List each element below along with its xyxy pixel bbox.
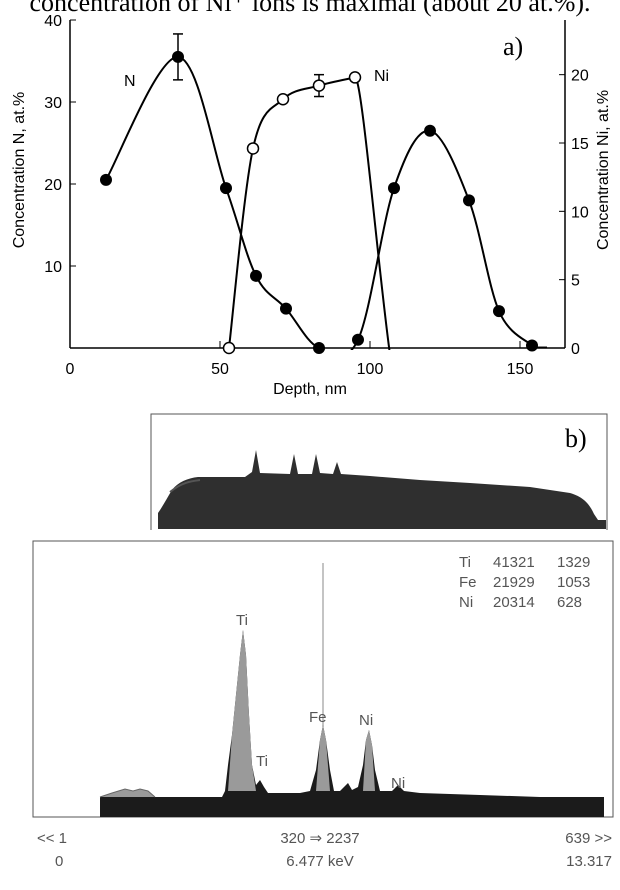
element-count-table: Ti 41321 1329 Fe 21929 1053 Ni 20314 628 — [459, 554, 590, 611]
peak-label-ti-2: Ti — [256, 753, 268, 770]
data-point-ni — [312, 79, 326, 92]
axis-center-top: 320 ⇒ 2237 — [280, 830, 359, 847]
table-cell: 1053 — [557, 574, 590, 591]
y-left-tick-label: 10 — [44, 259, 62, 276]
table-cell: 1329 — [557, 554, 590, 571]
axis-center-bottom: 6.477 keV — [286, 853, 354, 870]
data-point-n — [352, 333, 364, 346]
peak-label-ni-1: Ni — [359, 712, 373, 729]
axis-left-bottom: 0 — [55, 853, 63, 870]
data-point-n — [493, 305, 505, 318]
series-line-n — [105, 55, 533, 350]
x-axis-label: Depth, nm — [273, 381, 347, 398]
table-cell: 41321 — [493, 554, 535, 571]
table-cell: 20314 — [493, 594, 535, 611]
y-right-tick-label: 0 — [571, 341, 580, 358]
data-point-ni — [276, 93, 290, 106]
data-point-n — [424, 124, 436, 137]
edx-spectrum: Ti Ti Fe Ni Ni Ti 41321 1329 Fe 21929 10… — [32, 540, 614, 870]
table-cell: Fe — [459, 574, 477, 591]
depth-profile-chart: 0 50 100 150 10 20 30 40 0 5 10 15 20 a) N Ni Depth,… — [11, 13, 612, 398]
data-point-n — [463, 194, 475, 207]
data-point-ni — [348, 71, 362, 84]
panel-label-a: a) — [503, 32, 523, 61]
data-point-n — [388, 182, 400, 195]
table-cell: 628 — [557, 594, 582, 611]
data-point-n — [172, 50, 184, 63]
table-cell: Ni — [459, 594, 473, 611]
y-right-tick-label: 15 — [571, 136, 589, 153]
data-point-n — [250, 269, 262, 282]
panel-label-b: b) — [565, 424, 587, 453]
series-label-ni: Ni — [374, 68, 389, 85]
data-point-ni — [222, 341, 236, 355]
y-axis-label-left: Concentration N, at.% — [11, 92, 28, 249]
y-left-tick-label: 30 — [44, 95, 62, 112]
x-tick-label: 150 — [507, 361, 534, 378]
y-left-tick-label: 40 — [44, 13, 62, 30]
axis-right-bottom: 13.317 — [566, 853, 612, 870]
peak-label-fe: Fe — [309, 709, 327, 726]
peak-label-ti-1: Ti — [236, 612, 248, 629]
table-cell: 21929 — [493, 574, 535, 591]
y-right-tick-label: 5 — [571, 273, 580, 290]
y-left-tick-label: 20 — [44, 177, 62, 194]
peak-label-ni-2: Ni — [391, 775, 405, 792]
x-tick-label: 100 — [357, 361, 384, 378]
y-axis-label-right: Concentration Ni, at.% — [595, 90, 612, 250]
data-point-n — [313, 342, 325, 354]
depth-profile-strip: b) — [150, 413, 608, 530]
data-point-n — [100, 173, 112, 186]
axis-right-top: 639 >> — [565, 830, 612, 847]
y-right-tick-label: 10 — [571, 204, 589, 221]
data-point-n — [280, 302, 292, 315]
table-cell: Ti — [459, 554, 471, 571]
axis-left-top: << 1 — [37, 830, 67, 847]
data-point-ni — [246, 142, 260, 155]
data-point-n — [526, 339, 538, 352]
y-right-tick-label: 20 — [571, 68, 589, 85]
x-tick-label: 0 — [66, 361, 75, 378]
figure-caption: concentration of Ni⁺ ions is maximal (ab… — [29, 0, 591, 17]
x-tick-label: 50 — [211, 361, 229, 378]
edx-spectrum-area — [100, 630, 604, 817]
data-point-n — [220, 182, 232, 195]
series-label-n: N — [124, 73, 136, 90]
series-line-ni — [228, 76, 391, 350]
